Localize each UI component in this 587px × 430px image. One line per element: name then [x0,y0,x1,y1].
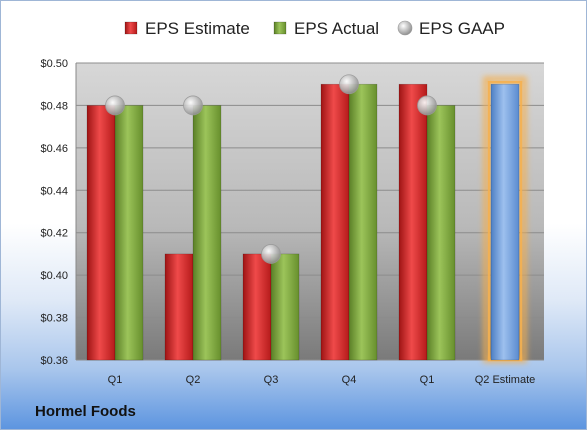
eps-gaap-marker [105,95,125,116]
eps-estimate-bar [398,83,428,361]
chart-legend: EPS Estimate EPS Actual EPS GAAP [124,19,505,38]
legend-swatch [397,20,413,36]
legend-swatch [273,21,287,35]
y-tick-label: $0.42 [40,228,68,240]
eps-gaap-marker [183,95,203,116]
x-axis: Q1 Q2 Q3 Q4 Q1 Q2 Estimate [108,374,536,386]
y-tick-label: $0.50 [40,58,68,70]
y-tick-label: $0.38 [40,313,68,325]
bars [86,76,527,363]
eps-estimate-bar [320,83,350,361]
eps-actual-bar [426,105,456,361]
y-tick-label: $0.40 [40,270,68,282]
eps-gaap-marker [417,95,437,116]
x-tick-label: Q4 [342,374,357,386]
y-tick-label: $0.36 [40,355,68,367]
plot-area [76,63,544,360]
eps-estimate-bar [242,253,272,361]
eps-actual-bar [348,83,378,361]
legend-swatch [124,21,138,35]
y-tick-label: $0.46 [40,143,68,155]
q2-estimate-bar [490,83,520,361]
legend-label: EPS GAAP [419,19,505,38]
y-tick-label: $0.48 [40,100,68,112]
eps-actual-bar [270,253,300,361]
grid-lines [76,62,544,361]
eps-gaap-marker [339,74,359,95]
eps-actual-bar [192,105,222,361]
y-tick-label: $0.44 [40,185,68,197]
x-tick-label: Q3 [264,374,279,386]
x-tick-label: Q1 [108,374,123,386]
eps-gaap-marker [261,244,281,264]
y-axis: $0.36 $0.38 $0.40 $0.42 $0.44 $0.46 $0.48 $0.50 [40,58,77,367]
eps-estimate-bar [164,253,194,361]
legend-label: EPS Estimate [145,19,250,38]
gaap-markers [105,74,437,264]
x-tick-label: Q2 [186,374,201,386]
x-tick-label: Q1 [420,374,435,386]
company-name: Hormel Foods [35,403,136,420]
legend-label: EPS Actual [294,19,379,38]
eps-actual-bar [114,105,144,361]
x-tick-label: Q2 Estimate [475,374,536,386]
eps-estimate-bar [86,105,116,361]
